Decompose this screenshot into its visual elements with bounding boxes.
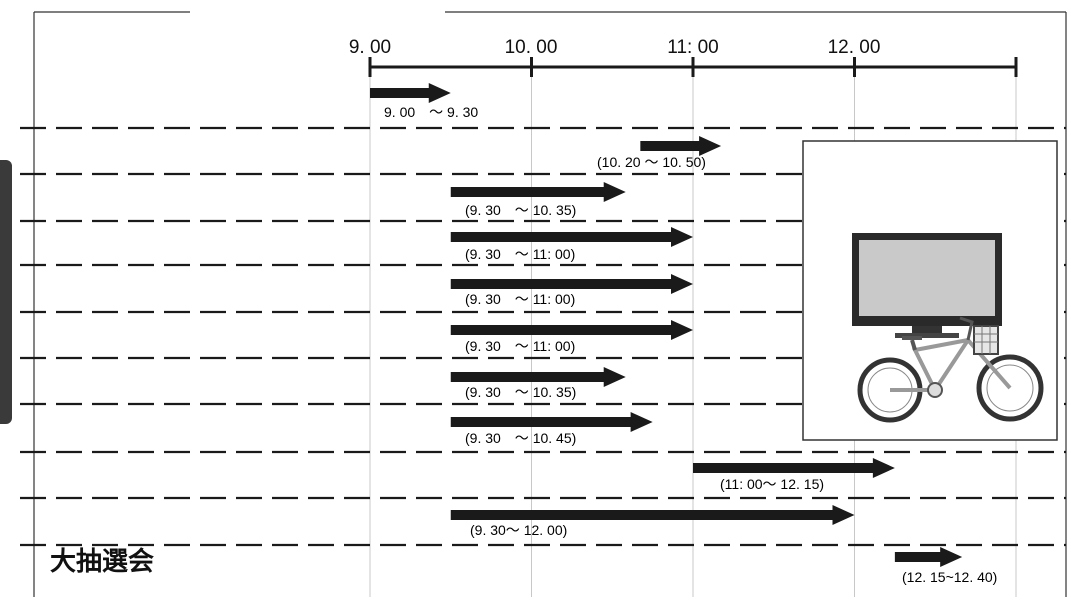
tick-label-9: 9. 00 (349, 37, 391, 58)
row-label-1: 9. 00 ～ 9. 30 (384, 104, 478, 120)
schedule-arrow-7 (450, 367, 626, 387)
schedule-arrow-3 (450, 182, 626, 202)
prize-image (802, 140, 1058, 441)
tick-label-11: 11: 00 (667, 37, 718, 58)
row-label-10: (9. 30～ 12. 00) (470, 522, 567, 538)
tv-icon (852, 233, 1002, 338)
row-label-4: (9. 30 ～ 11: 00) (465, 246, 575, 262)
tick-label-10: 10. 00 (505, 37, 558, 58)
schedule-arrow-2 (640, 136, 722, 156)
bicycle-icon (857, 316, 1044, 423)
tick-label-12: 12. 00 (828, 37, 881, 58)
row-label-2: (10. 20 ～ 10. 50) (597, 154, 706, 170)
row-labels: 9. 00 ～ 9. 30 (10. 20 ～ 10. 50) (9. 30 ～… (384, 104, 997, 585)
timeline-axis: 9. 00 10. 00 11: 00 12. 00 (349, 37, 1018, 77)
row-label-6: (9. 30 ～ 11: 00) (465, 338, 575, 354)
schedule-arrow-5 (450, 274, 693, 294)
row-label-7: (9. 30 ～ 10. 35) (465, 384, 576, 400)
schedule-arrow-6 (450, 320, 693, 340)
grand-lottery-label: 大抽選会 (50, 547, 155, 577)
schedule-arrow-10 (450, 505, 855, 525)
row-label-8: (9. 30 ～ 10. 45) (465, 430, 576, 446)
schedule-arrow-1 (370, 83, 451, 103)
row-label-9: (11: 00～ 12. 15) (720, 476, 824, 492)
schedule-arrow-9 (693, 458, 895, 478)
schedule-arrow-4 (450, 227, 693, 247)
timeline-tick-marks (368, 57, 1018, 77)
schedule-arrow-11 (894, 547, 963, 567)
row-label-3: (9. 30 ～ 10. 35) (465, 202, 576, 218)
row-label-11: (12. 15~12. 40) (902, 569, 997, 585)
schedule-arrows (370, 83, 963, 567)
frame (33, 11, 1067, 597)
row-label-5: (9. 30 ～ 11: 00) (465, 291, 575, 307)
left-edge-tab (0, 160, 12, 424)
schedule-arrow-8 (450, 412, 653, 432)
